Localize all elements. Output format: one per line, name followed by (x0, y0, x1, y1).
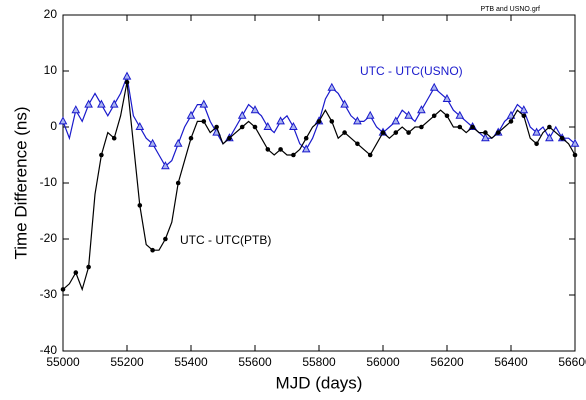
marker (327, 82, 337, 91)
marker (572, 152, 578, 158)
marker (214, 124, 219, 130)
y-tick-label: 10 (44, 63, 58, 77)
marker (483, 130, 488, 135)
marker (278, 147, 283, 152)
marker (175, 180, 181, 186)
marker (404, 110, 413, 119)
x-tick-label: 56200 (430, 355, 464, 369)
marker (547, 124, 552, 130)
marker (201, 119, 207, 124)
file-label: PTB and USNO.grf (480, 6, 540, 13)
marker (137, 203, 143, 208)
marker (329, 119, 335, 124)
marker (163, 236, 168, 242)
marker (263, 121, 273, 130)
marker (265, 147, 271, 152)
marker (173, 138, 183, 147)
marker (99, 152, 104, 158)
series-label: UTC - UTC(PTB) (180, 233, 271, 247)
x-tick-label: 56400 (494, 355, 528, 369)
y-tick-label: -30 (40, 287, 58, 301)
marker (419, 124, 424, 130)
marker (342, 130, 347, 135)
marker (455, 110, 465, 119)
plot-frame (62, 14, 576, 352)
marker (276, 116, 285, 125)
marker (521, 113, 527, 119)
marker (58, 116, 68, 125)
marker (532, 127, 541, 136)
marker (289, 121, 298, 130)
marker (442, 93, 452, 102)
marker (495, 130, 501, 135)
marker (365, 110, 375, 119)
marker (303, 135, 309, 141)
marker (250, 105, 260, 114)
y-axis-title: Time Difference (ns) (11, 106, 30, 259)
marker (60, 287, 66, 292)
x-tick-label: 55400 (174, 355, 208, 369)
marker (239, 124, 245, 130)
marker (559, 135, 565, 141)
marker (355, 141, 360, 147)
marker (380, 130, 386, 135)
y-tick-label: 20 (44, 7, 58, 21)
marker (417, 105, 426, 114)
marker (481, 133, 490, 142)
marker (111, 135, 117, 141)
x-axis-title: MJD (days) (276, 373, 363, 392)
marker (353, 116, 362, 125)
marker (316, 119, 322, 124)
marker (199, 99, 209, 108)
marker (148, 138, 157, 147)
marker (135, 121, 145, 130)
marker (291, 152, 296, 158)
marker (367, 152, 373, 158)
marker (109, 99, 119, 108)
marker (188, 135, 194, 141)
marker (84, 99, 93, 108)
x-tick-label: 56000 (366, 355, 400, 369)
marker (71, 105, 81, 114)
y-tick-label: 0 (50, 119, 57, 133)
marker (406, 130, 411, 135)
marker (186, 110, 196, 119)
marker (545, 133, 554, 142)
y-tick-label: -40 (40, 343, 58, 357)
marker (506, 110, 516, 119)
x-tick-label: 55200 (110, 355, 144, 369)
x-tick-label: 55600 (238, 355, 272, 369)
marker (570, 138, 580, 147)
marker (150, 247, 155, 253)
marker (393, 130, 399, 135)
marker (73, 270, 79, 275)
marker (444, 113, 450, 119)
marker (124, 79, 130, 85)
x-tick-label: 56600 (558, 355, 586, 369)
x-tick-label: 55000 (46, 355, 80, 369)
marker (429, 82, 439, 91)
marker (431, 113, 437, 119)
marker (391, 116, 401, 125)
series-line (62, 82, 576, 292)
marker (534, 141, 539, 147)
marker (301, 144, 311, 153)
marker (252, 124, 258, 130)
marker (227, 135, 232, 141)
marker (470, 124, 475, 130)
marker (97, 99, 106, 108)
marker (340, 99, 349, 108)
series-label: UTC - UTC(USNO) (360, 64, 463, 78)
x-tick-label: 55800 (302, 355, 336, 369)
marker (86, 264, 91, 270)
marker (122, 71, 132, 80)
marker (161, 161, 170, 170)
marker (519, 105, 529, 114)
y-tick-label: -10 (40, 175, 58, 189)
y-tick-label: -20 (40, 231, 58, 245)
marker (237, 110, 247, 119)
marker (508, 119, 514, 124)
marker (457, 124, 463, 130)
